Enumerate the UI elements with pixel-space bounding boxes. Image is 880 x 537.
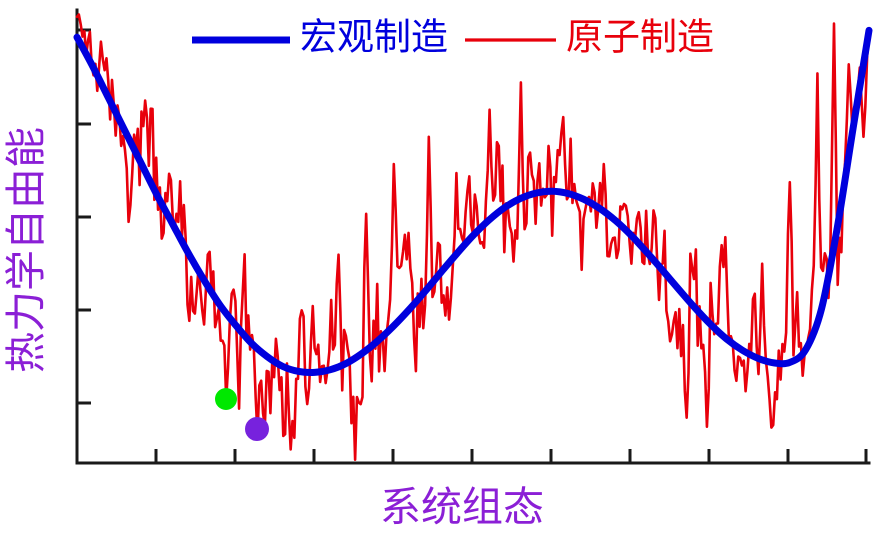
purple-global-minimum-marker — [245, 417, 269, 441]
legend-label-macro: 宏观制造 — [300, 16, 448, 58]
green-local-minimum-marker — [215, 388, 237, 410]
chart-legend: 宏观制造 原子制造 — [192, 16, 714, 58]
x-axis-ticks — [154, 449, 868, 463]
x-axis-title: 系统组态 — [380, 484, 544, 530]
y-axis-title: 热力学自由能 — [3, 127, 49, 373]
series-line-macro — [73, 26, 873, 377]
legend-label-atomic: 原子制造 — [566, 17, 714, 58]
